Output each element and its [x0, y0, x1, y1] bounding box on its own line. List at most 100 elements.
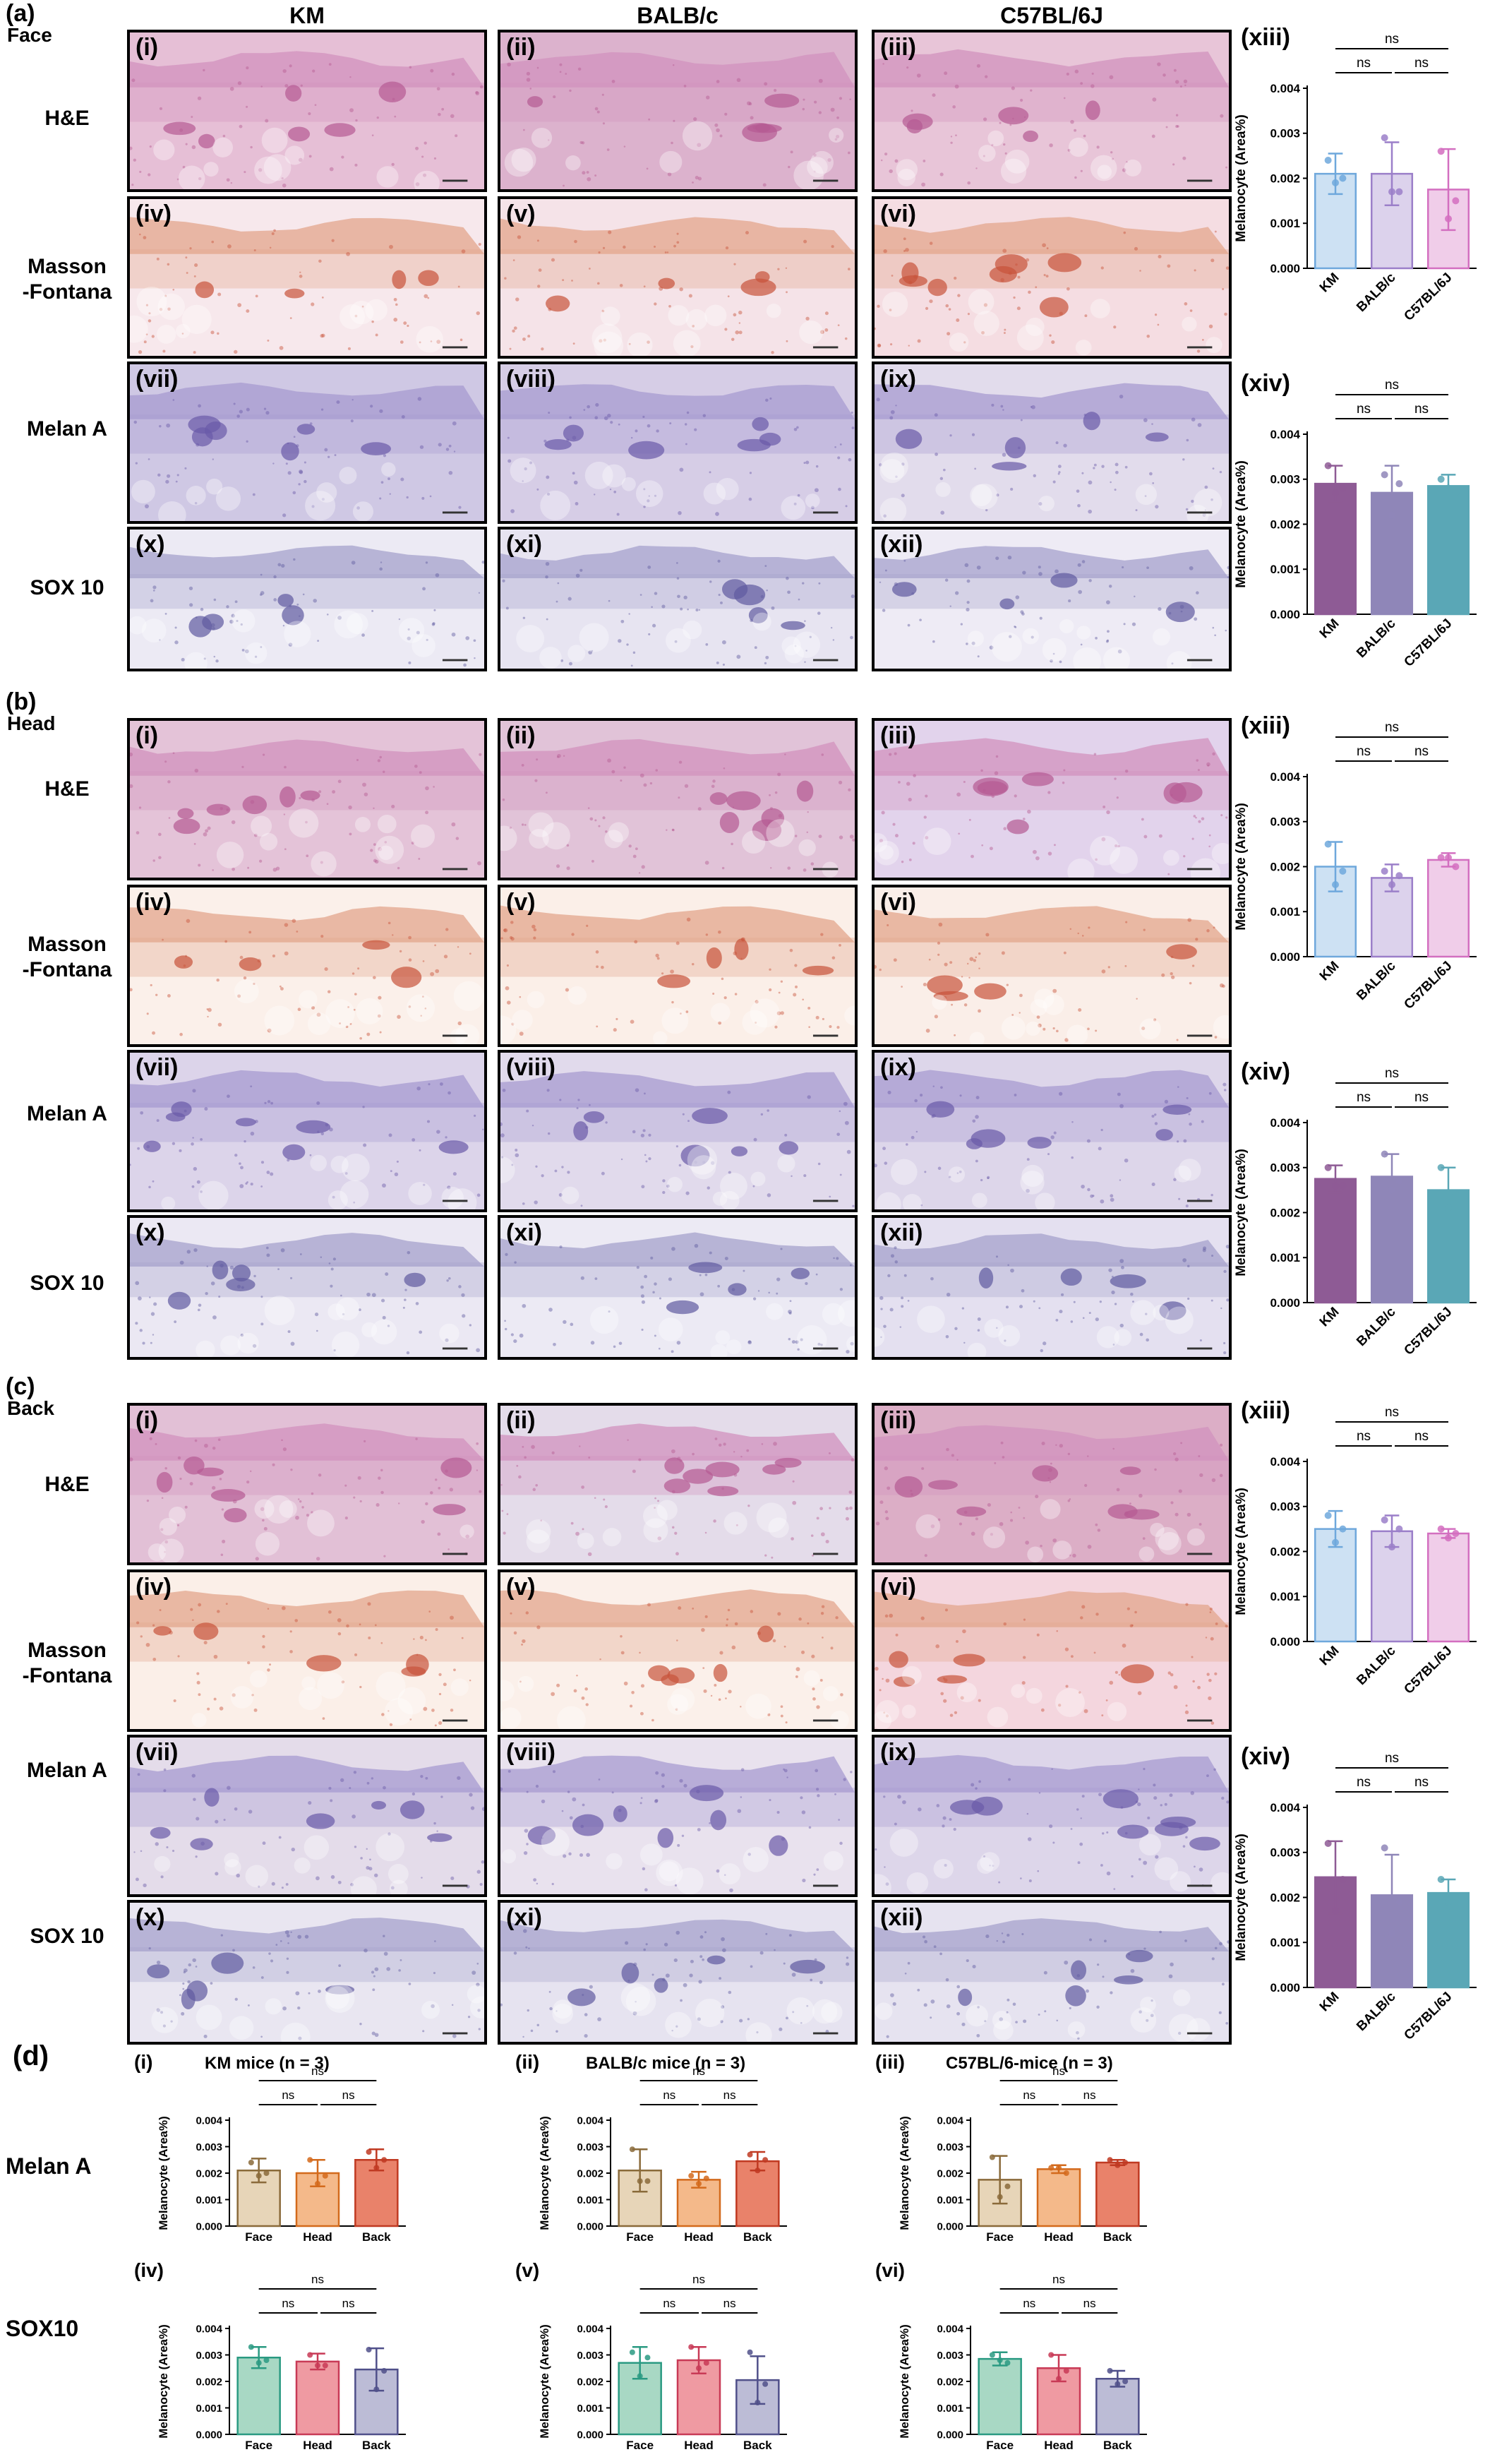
data-point — [637, 2373, 643, 2379]
data-point — [248, 2344, 254, 2350]
bar — [1426, 1532, 1470, 1643]
panel-numeral: (iii) — [880, 722, 916, 749]
bar-chart-c13: 0.000 0.001 0.002 0.003 0.004 Melanocyte (Are… — [1228, 1405, 1489, 1712]
data-point — [1388, 188, 1395, 196]
tissue-image — [500, 1903, 855, 2042]
data-point — [1332, 489, 1339, 496]
micrograph-panel: (iii) — [872, 718, 1232, 880]
panel-numeral: (vi) — [880, 889, 916, 916]
tissue-image — [875, 1738, 1229, 1894]
data-point — [1339, 1182, 1347, 1190]
y-tick-label: 0.000 — [577, 2429, 603, 2441]
y-tick-label: 0.000 — [196, 2220, 222, 2232]
data-point — [1324, 1512, 1332, 1519]
data-point — [1332, 881, 1339, 888]
y-tick-label: 0.002 — [1270, 1891, 1300, 1904]
data-point — [1332, 1907, 1339, 1915]
significance-label: ns — [1414, 56, 1429, 71]
significance-label: ns — [1385, 1405, 1399, 1420]
data-point — [263, 2170, 270, 2176]
panel-numeral: (iii) — [880, 34, 916, 61]
panel-numeral: (vi) — [880, 1574, 916, 1601]
chart-label: (xiv) — [1241, 370, 1290, 397]
data-point — [315, 2362, 320, 2369]
data-point — [1339, 174, 1347, 182]
x-tick-label: Face — [986, 2439, 1014, 2452]
tissue-image — [130, 1053, 484, 1209]
micrograph-panel: (v) — [498, 196, 858, 359]
y-tick-label: 0.001 — [1270, 1590, 1300, 1603]
micrograph-panel: (ix) — [872, 361, 1232, 524]
x-tick-label: Back — [362, 2439, 391, 2452]
micrograph-panel: (iv) — [127, 196, 487, 359]
micrograph-panel: (iv) — [127, 885, 487, 1047]
bar-chart-d4: 0.000 0.001 0.002 0.003 0.004 Melanocyte (Are… — [134, 2273, 473, 2464]
y-axis-label: Melanocyte (Area%) — [538, 2324, 551, 2439]
y-tick-label: 0.003 — [1270, 1846, 1300, 1860]
data-point — [755, 2167, 761, 2174]
data-point — [1324, 1840, 1332, 1847]
data-point — [1332, 1182, 1339, 1190]
data-point — [1063, 2170, 1069, 2176]
bar — [295, 2360, 340, 2436]
significance-label: ns — [1414, 1429, 1429, 1444]
panel-numeral: (iv) — [136, 201, 172, 227]
panel-numeral: (ix) — [880, 366, 916, 393]
micrograph-panel: (viii) — [498, 1735, 858, 1897]
tissue-image — [875, 199, 1229, 356]
y-tick-label: 0.001 — [937, 2194, 963, 2206]
data-point — [1437, 1164, 1445, 1171]
bar-chart-a13: 0.000 0.001 0.002 0.003 0.004 Melanocyte (Are… — [1228, 32, 1489, 339]
bar — [1426, 485, 1470, 616]
data-point — [1339, 484, 1347, 492]
chart-label: (ii) — [515, 2051, 540, 2073]
stain-label: Melan A — [27, 1759, 107, 1782]
x-tick-label: C57BL/6J — [1401, 616, 1455, 670]
data-point — [1452, 1191, 1460, 1198]
y-tick-label: 0.004 — [1270, 1116, 1300, 1130]
data-point — [696, 2181, 702, 2187]
panel-numeral: (xi) — [506, 1904, 542, 1931]
data-point — [381, 2157, 387, 2163]
bar — [1314, 482, 1357, 616]
data-point — [1381, 471, 1388, 479]
y-tick-label: 0.003 — [937, 2141, 963, 2153]
data-point — [248, 2160, 254, 2165]
data-point — [762, 2381, 769, 2387]
panel-numeral: (xii) — [880, 1219, 923, 1246]
y-tick-label: 0.004 — [1270, 82, 1300, 95]
stain-label: H&E — [44, 777, 90, 801]
chart-title: KM mice (n = 3) — [205, 2054, 330, 2073]
y-tick-label: 0.003 — [1270, 1161, 1300, 1175]
data-point — [1339, 1525, 1347, 1533]
x-tick-label: Head — [303, 2439, 332, 2452]
tissue-image — [130, 1572, 484, 1729]
data-point — [1445, 215, 1452, 222]
x-tick-label: KM — [1317, 616, 1342, 642]
significance-label: ns — [723, 2088, 736, 2102]
tissue-image — [875, 1218, 1229, 1357]
tissue-image — [130, 32, 484, 189]
tissue-image — [875, 364, 1229, 521]
x-tick-label: Head — [684, 2439, 714, 2452]
y-tick-label: 0.004 — [937, 2323, 963, 2335]
chart-label: (xiii) — [1241, 712, 1290, 739]
chart-label: (iii) — [875, 2051, 905, 2073]
y-tick-label: 0.003 — [577, 2350, 603, 2362]
y-tick-label: 0.003 — [1270, 473, 1300, 486]
chart-label: (vi) — [875, 2259, 905, 2281]
y-tick-label: 0.004 — [937, 2115, 963, 2127]
data-point — [1395, 872, 1403, 880]
bar — [1314, 1178, 1357, 1304]
bar-chart-b14: 0.000 0.001 0.002 0.003 0.004 Melanocyte (Are… — [1228, 1066, 1489, 1373]
data-point — [322, 2172, 328, 2179]
chart-label: (xiii) — [1241, 1397, 1290, 1424]
panel-numeral: (viii) — [506, 366, 555, 393]
x-tick-label: C57BL/6J — [1401, 959, 1455, 1012]
data-point — [688, 2344, 695, 2350]
micrograph-panel: (ix) — [872, 1735, 1232, 1897]
chart-label: (xiv) — [1241, 1058, 1290, 1085]
data-point — [1324, 1164, 1332, 1171]
x-tick-label: Back — [1103, 2439, 1132, 2452]
panel-numeral: (ix) — [880, 1739, 916, 1766]
